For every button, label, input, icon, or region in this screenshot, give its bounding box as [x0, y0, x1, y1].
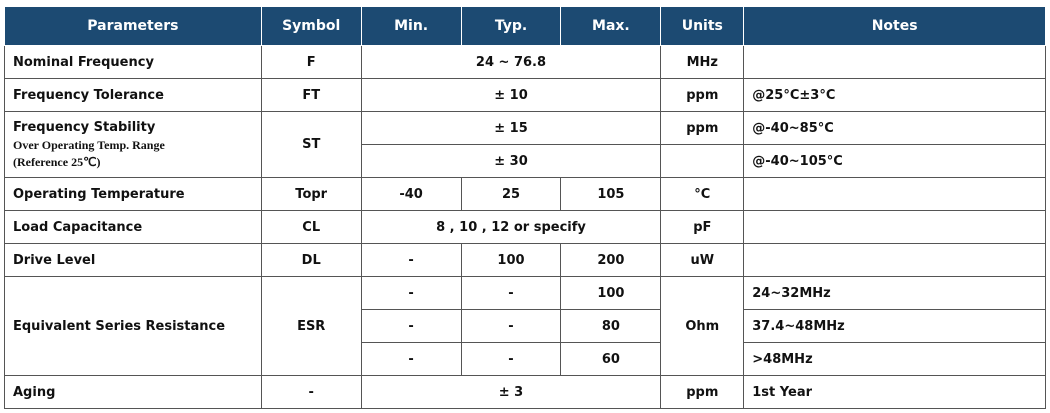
- cell: @-40~85°C: [743, 111, 1046, 145]
- header-row: Parameters Symbol Min. Typ. Max. Units N…: [4, 6, 1046, 46]
- cell: ppm: [660, 111, 745, 145]
- row: Nominal Frequency F 24 ~ 76.8 MHz: [4, 45, 1046, 79]
- cell: ± 3: [360, 375, 662, 409]
- header-cell: Typ.: [460, 6, 562, 46]
- cell: -: [260, 375, 362, 409]
- cell: F: [260, 45, 362, 79]
- cell: [743, 45, 1046, 79]
- cell: [660, 144, 745, 178]
- row: Operating Temperature Topr -40 25 105 °C: [4, 177, 1046, 211]
- header-cell: Notes: [743, 6, 1046, 46]
- cell: [743, 243, 1046, 277]
- cell: -: [360, 342, 462, 376]
- cell: uW: [660, 243, 745, 277]
- cell: @-40~105°C: [743, 144, 1046, 178]
- cell: -40: [360, 177, 462, 211]
- row: Drive Level DL - 100 200 uW: [4, 243, 1046, 277]
- row: Load Capacitance CL 8 , 10 , 12 or speci…: [4, 210, 1046, 244]
- cell: Frequency Tolerance: [4, 78, 262, 112]
- cell: ST: [260, 111, 362, 178]
- cell: FT: [260, 78, 362, 112]
- cell: 8 , 10 , 12 or specify: [360, 210, 662, 244]
- cell-text: Over Operating Temp. Range: [13, 137, 165, 152]
- header-cell: Units: [660, 6, 745, 46]
- cell: Frequency Stability Over Operating Temp.…: [4, 111, 262, 178]
- header-cell: Min.: [360, 6, 462, 46]
- cell: -: [460, 276, 562, 310]
- cell: [743, 210, 1046, 244]
- cell: 105: [560, 177, 662, 211]
- row: - - 80 37.4~48MHz: [5, 309, 1046, 343]
- cell: -: [360, 243, 462, 277]
- header-cell: Parameters: [4, 6, 262, 46]
- cell: DL: [260, 243, 362, 277]
- cell: CL: [260, 210, 362, 244]
- header-cell: Max.: [560, 6, 662, 46]
- row: Equivalent Series Resistance ESR - - 100…: [4, 276, 1046, 376]
- cell: 1st Year: [743, 375, 1046, 409]
- cell: Ohm: [660, 276, 745, 376]
- cell: 25: [460, 177, 562, 211]
- cell: -: [460, 342, 562, 376]
- cell: 80: [560, 309, 662, 343]
- row: - - 60 >48MHz: [5, 342, 1046, 376]
- cell: ± 30: [360, 144, 662, 178]
- cell: 100: [560, 276, 662, 310]
- cell-text: (Reference 25℃): [13, 154, 101, 169]
- cell: @25°C±3°C: [743, 78, 1046, 112]
- cell-text: Frequency Stability: [13, 119, 156, 135]
- row: Frequency Stability Over Operating Temp.…: [4, 111, 1046, 178]
- cell: Load Capacitance: [4, 210, 262, 244]
- cell: Nominal Frequency: [4, 45, 262, 79]
- row: Aging - ± 3 ppm 1st Year: [4, 375, 1046, 409]
- cell: 24 ~ 76.8: [360, 45, 662, 79]
- cell: ESR: [260, 276, 362, 376]
- cell: -: [460, 309, 562, 343]
- cell: ± 15: [360, 111, 662, 145]
- cell: ppm: [660, 78, 745, 112]
- cell: Drive Level: [4, 243, 262, 277]
- cell: 24~32MHz: [743, 276, 1046, 310]
- cell: MHz: [660, 45, 745, 79]
- cell: pF: [660, 210, 745, 244]
- spec-table: Parameters Symbol Min. Typ. Max. Units N…: [4, 6, 1046, 409]
- cell: 100: [460, 243, 562, 277]
- cell: [743, 177, 1046, 211]
- cell: 60: [560, 342, 662, 376]
- row: Frequency Tolerance FT ± 10 ppm @25°C±3°…: [4, 78, 1046, 112]
- cell: Operating Temperature: [4, 177, 262, 211]
- cell: ± 10: [360, 78, 662, 112]
- cell: °C: [660, 177, 745, 211]
- cell: 200: [560, 243, 662, 277]
- cell: Aging: [4, 375, 262, 409]
- cell: 37.4~48MHz: [743, 309, 1046, 343]
- header-cell: Symbol: [260, 6, 362, 46]
- cell: -: [360, 276, 462, 310]
- cell: Topr: [260, 177, 362, 211]
- cell: >48MHz: [743, 342, 1046, 376]
- cell: ppm: [660, 375, 745, 409]
- cell: -: [360, 309, 462, 343]
- cell: Equivalent Series Resistance: [4, 276, 262, 376]
